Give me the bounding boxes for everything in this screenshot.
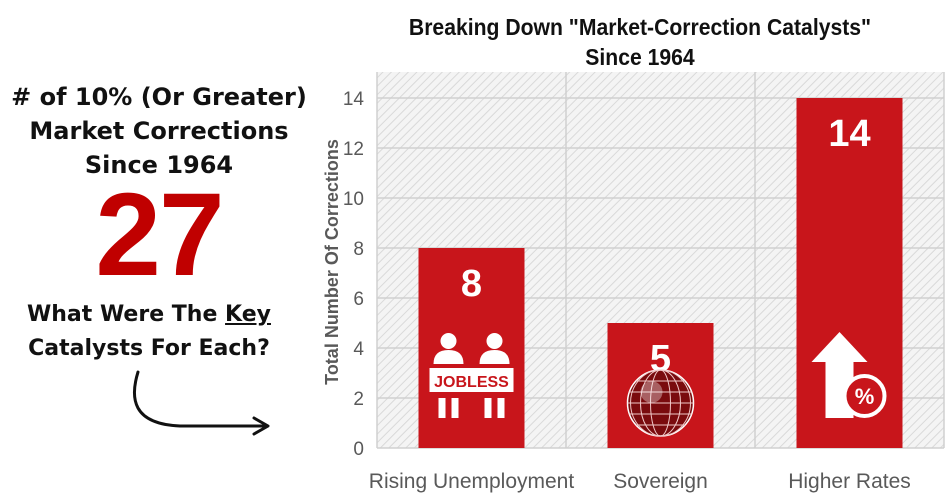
data-label-1: 5 xyxy=(650,338,671,380)
jobless-icon: JOBLESS xyxy=(429,333,514,418)
percent-symbol: % xyxy=(855,384,875,409)
headline-line-3: Since 1964 xyxy=(84,151,234,179)
x-tick-label-2: Higher Rates xyxy=(788,470,911,493)
data-label-0: 8 xyxy=(461,263,482,305)
y-tick-label-1: 2 xyxy=(353,389,364,410)
up-arrow-percent-icon: % xyxy=(811,332,887,418)
y-tick-label-0: 0 xyxy=(353,439,364,460)
y-axis-ticks: 0 2 4 6 8 10 12 14 xyxy=(343,89,365,460)
corrections-count: 27 xyxy=(95,169,224,301)
y-tick-label-2: 4 xyxy=(353,339,364,360)
chart-title: Breaking Down "Market-Correction Catalys… xyxy=(364,12,916,72)
y-tick-label-3: 6 xyxy=(353,289,364,310)
headline-line-2: Market Corrections xyxy=(29,117,289,145)
x-axis-ticks: Rising Unemployment Sovereign Higher Rates xyxy=(369,470,911,493)
question-prefix: What Were The xyxy=(27,302,226,327)
y-axis-label: Total Number Of Corrections xyxy=(322,139,342,385)
y-tick-label-7: 14 xyxy=(343,89,365,110)
globe-icon xyxy=(626,369,695,437)
chart-title-line-2: Since 1964 xyxy=(585,44,695,70)
y-tick-label-6: 12 xyxy=(343,139,364,160)
question-underlined-word: Key xyxy=(225,302,271,327)
y-tick-label-5: 10 xyxy=(343,189,364,210)
x-tick-label-1: Sovereign xyxy=(613,470,708,493)
data-label-2: 14 xyxy=(828,113,870,155)
x-tick-label-0: Rising Unemployment xyxy=(369,470,575,493)
headline-line-1: # of 10% (Or Greater) xyxy=(11,83,307,111)
question-line-2: Catalysts For Each? xyxy=(28,336,270,361)
question-line-1: What Were The Key xyxy=(0,298,298,332)
y-tick-label-4: 8 xyxy=(353,239,364,260)
bar-0 xyxy=(418,248,525,448)
curved-arrow-icon xyxy=(132,370,270,436)
bars: 8 JOBLESS 5 14% xyxy=(418,98,903,448)
jobless-sign-text: JOBLESS xyxy=(434,374,509,391)
question-text: What Were The Key Catalysts For Each? xyxy=(0,298,298,366)
chart-title-line-1: Breaking Down "Market-Correction Catalys… xyxy=(408,14,872,40)
left-panel: # of 10% (Or Greater) Market Corrections… xyxy=(0,0,330,502)
